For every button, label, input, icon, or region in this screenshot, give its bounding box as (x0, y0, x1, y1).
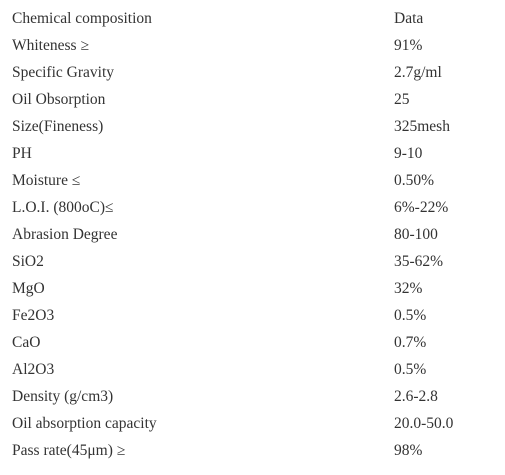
property-value: 32% (394, 279, 423, 297)
table-row-loi: L.O.I. (800oC)≤ 6%-22% (0, 194, 505, 221)
property-name: Size(Fineness) (12, 117, 104, 135)
table-row-moisture: Moisture ≤ 0.50% (0, 167, 505, 194)
table-row-ph: PH 9-10 (0, 140, 505, 167)
table-row-cao: CaO 0.7% (0, 329, 505, 356)
table-row-sio2: SiO2 35-62% (0, 248, 505, 275)
property-name: MgO (12, 279, 45, 297)
header-chemical-composition: Chemical composition (12, 9, 152, 27)
property-name: L.O.I. (800oC)≤ (12, 198, 114, 216)
table-row-specific-gravity: Specific Gravity 2.7g/ml (0, 59, 505, 86)
property-name: SiO2 (12, 252, 44, 270)
property-value: 0.5% (394, 360, 427, 378)
table-row-whiteness: Whiteness ≥ 91% (0, 32, 505, 59)
property-name: Fe2O3 (12, 306, 55, 324)
property-value: 98% (394, 441, 423, 459)
property-name: CaO (12, 333, 41, 351)
table-row-oil-absorption-capacity: Oil absorption capacity 20.0-50.0 (0, 410, 505, 437)
property-name: Specific Gravity (12, 63, 115, 81)
property-value: 91% (394, 36, 423, 54)
property-value: 35-62% (394, 252, 444, 270)
property-value: 9-10 (394, 144, 423, 162)
property-name: Pass rate(45μm) ≥ (12, 441, 126, 459)
table-row-size-fineness: Size(Fineness) 325mesh (0, 113, 505, 140)
property-value: 2.6-2.8 (394, 387, 438, 405)
property-value: 0.50% (394, 171, 435, 189)
table-row-oil-obsorption: Oil Obsorption 25 (0, 86, 505, 113)
property-name: Moisture ≤ (12, 171, 81, 189)
table-row-abrasion-degree: Abrasion Degree 80-100 (0, 221, 505, 248)
property-name: Abrasion Degree (12, 225, 118, 243)
property-value: 20.0-50.0 (394, 414, 454, 432)
table-row-fe2o3: Fe2O3 0.5% (0, 302, 505, 329)
property-value: 325mesh (394, 117, 450, 135)
chemical-composition-table: Chemical composition Data Whiteness ≥ 91… (0, 5, 505, 464)
property-value: 2.7g/ml (394, 63, 442, 81)
property-name: Al2O3 (12, 360, 55, 378)
property-value: 0.7% (394, 333, 427, 351)
property-value: 25 (394, 90, 410, 108)
header-data: Data (394, 9, 424, 27)
property-name: Oil absorption capacity (12, 414, 157, 432)
property-value: 6%-22% (394, 198, 449, 216)
table-row-al2o3: Al2O3 0.5% (0, 356, 505, 383)
table-row-pass-rate: Pass rate(45μm) ≥ 98% (0, 437, 505, 464)
property-value: 0.5% (394, 306, 427, 324)
table-header-row: Chemical composition Data (0, 5, 505, 32)
property-name: Oil Obsorption (12, 90, 106, 108)
property-name: PH (12, 144, 32, 162)
property-name: Density (g/cm3) (12, 387, 114, 405)
table-row-density: Density (g/cm3) 2.6-2.8 (0, 383, 505, 410)
table-row-mgo: MgO 32% (0, 275, 505, 302)
property-value: 80-100 (394, 225, 438, 243)
property-name: Whiteness ≥ (12, 36, 89, 54)
